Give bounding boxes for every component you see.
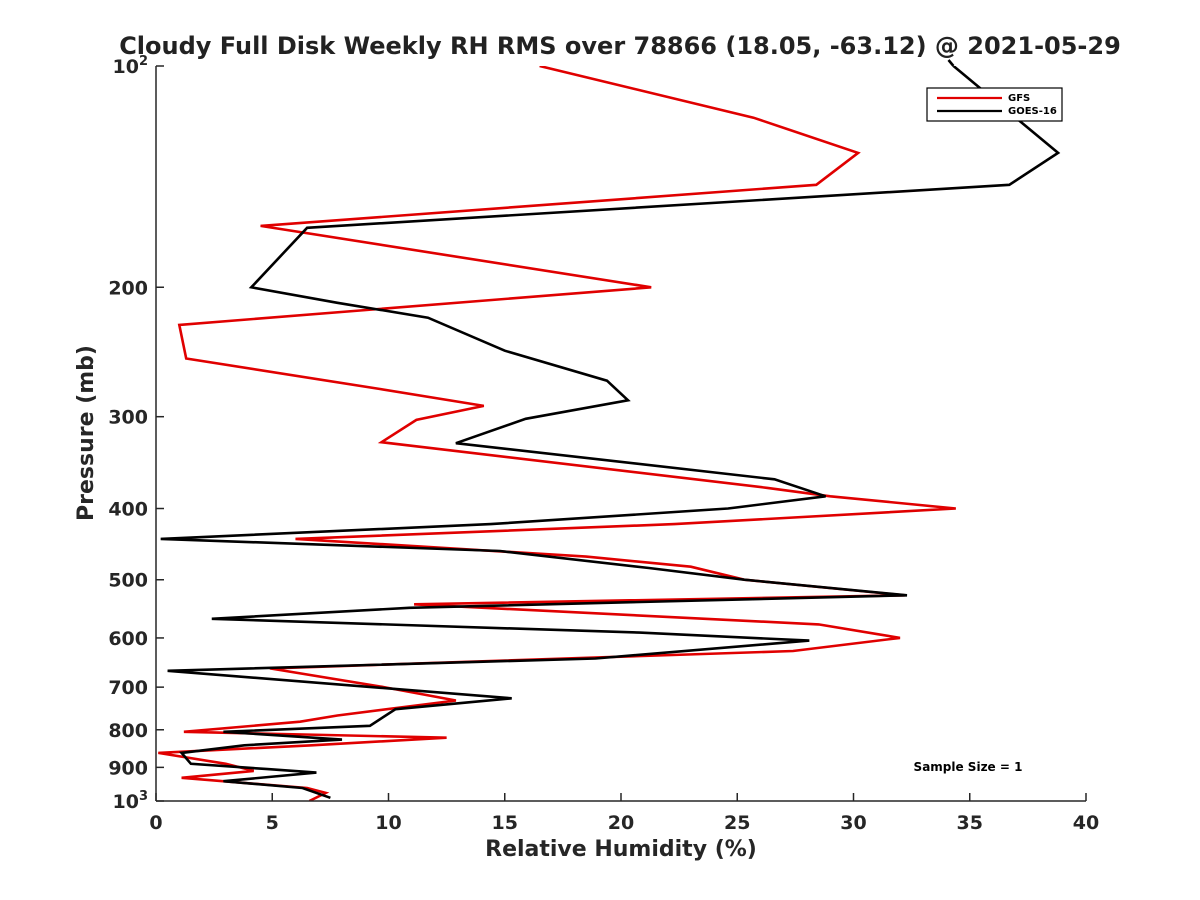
- series-layer: [158, 66, 1061, 801]
- y-tick-label: 700: [108, 677, 148, 699]
- legend: GFS GOES-16: [926, 87, 1063, 122]
- y-tick-label: 300: [108, 407, 148, 429]
- y-tick-label: 800: [108, 720, 148, 742]
- y-tick-label: 102: [113, 54, 149, 78]
- x-tick-label: 20: [608, 812, 634, 834]
- legend-label-goes16: GOES-16: [1008, 106, 1057, 117]
- x-tick-label: 15: [492, 812, 518, 834]
- x-tick-label: 30: [840, 812, 866, 834]
- legend-label-gfs: GFS: [1008, 93, 1030, 104]
- x-tick-label: 40: [1073, 812, 1099, 834]
- legend-box: [926, 87, 1063, 122]
- x-tick-label: 5: [266, 812, 279, 834]
- y-tick-label: 600: [108, 628, 148, 650]
- y-tick-label: 103: [113, 789, 149, 813]
- y-tick-label: 900: [108, 757, 148, 779]
- series-line-goes16: [160, 66, 1061, 800]
- x-tick-label: 25: [724, 812, 750, 834]
- x-tick-label: 35: [957, 812, 983, 834]
- y-ticks: 102 200 300 400 500 600 700 800 900 103: [108, 54, 164, 813]
- y-tick-label: 200: [108, 277, 148, 299]
- chart-title: Cloudy Full Disk Weekly RH RMS over 7886…: [119, 32, 1121, 60]
- x-ticks: 0 5 10 15 20 25 30 35 40: [149, 793, 1099, 834]
- x-axis-label: Relative Humidity (%): [485, 837, 757, 862]
- y-axis-label: Pressure (mb): [74, 345, 99, 521]
- sample-size-annotation: Sample Size = 1: [914, 760, 1023, 774]
- x-tick-label: 0: [149, 812, 162, 834]
- y-tick-label: 400: [108, 499, 148, 521]
- series-line-goes16-overflow: [947, 59, 955, 67]
- y-tick-label: 500: [108, 570, 148, 592]
- x-tick-label: 10: [375, 812, 401, 834]
